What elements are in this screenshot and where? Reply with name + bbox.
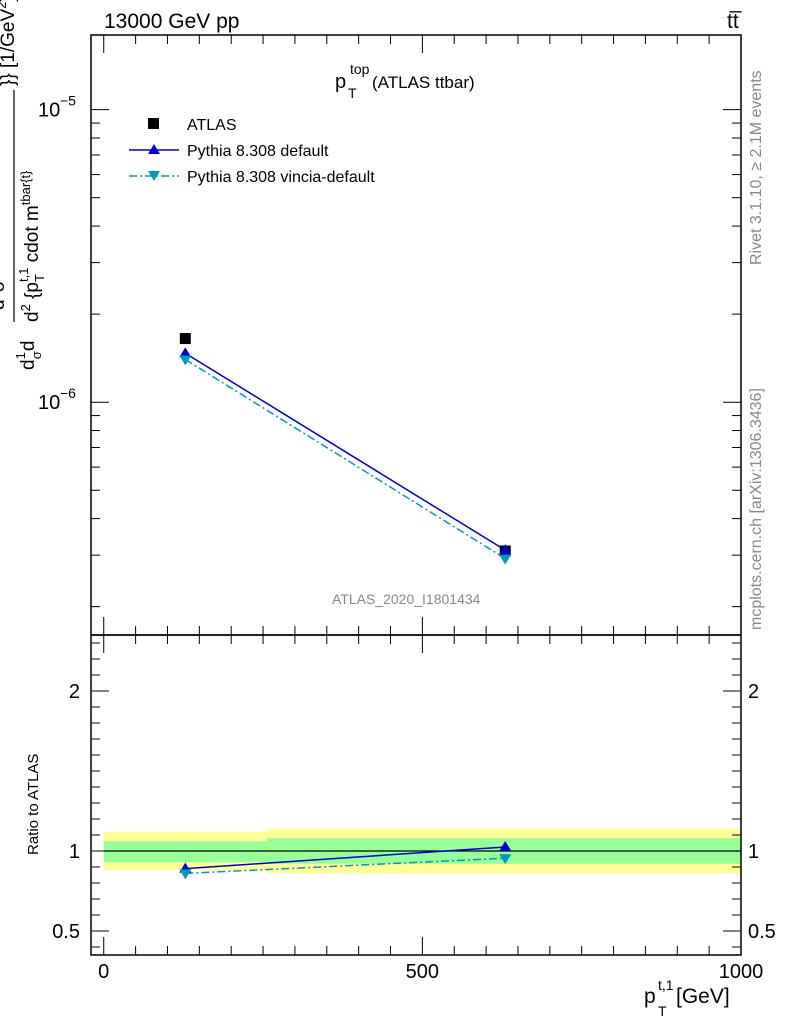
plot-title-main: p (335, 71, 346, 93)
plot-title-sub: T (348, 85, 357, 101)
svg-text:p: p (644, 985, 656, 1008)
header-left: 13000 GeV pp (104, 10, 239, 33)
ratio-line-default (185, 846, 506, 870)
svg-text:d2 {pTt,1 cdot mtbar{t}: d2 {pTt,1 cdot mtbar{t} (16, 170, 47, 322)
ratio-ticks: 0.5 0.5 1 1 2 2 0 500 1000 (52, 635, 776, 983)
plot-title-rest: (ATLAS ttbar) (372, 73, 475, 92)
legend-label-atlas: ATLAS (187, 117, 237, 134)
svg-text:}} [1/GeV2]: }} [1/GeV2] (0, 0, 19, 86)
rivet-label: Rivet 3.1.10, ≥ 2.1M events (748, 70, 765, 265)
main-ytick-label: 10 (38, 392, 60, 414)
legend: ATLAS Pythia 8.308 default Pythia 8.308 … (129, 117, 375, 186)
legend-label-vincia: Pythia 8.308 vincia-default (187, 169, 375, 186)
main-ytick-label: 10 (38, 100, 60, 122)
ratio-xtick-label: 0 (98, 961, 109, 983)
ratio-series (179, 841, 512, 880)
atlas-point (179, 333, 191, 345)
svg-text:d1σd: d1σd (13, 341, 44, 370)
main-ytick-exponent: −6 (60, 385, 76, 401)
default-point (499, 544, 512, 555)
svg-text:[GeV]: [GeV] (676, 985, 730, 1008)
vincia-point (499, 554, 512, 565)
legend-marker-default (148, 144, 160, 154)
ratio-xlabel: p t,1 T [GeV] (644, 977, 730, 1019)
ratio-ytick-label-right: 2 (748, 681, 759, 703)
main-ylabel: d1σd d2σfid d2 {pTt,1 cdot mtbar{t} }} [… (0, 0, 47, 370)
mcplots-label: mcplots.cern.ch [arXiv:1306.3436] (748, 388, 765, 630)
main-series (179, 333, 512, 565)
ratio-bands (103, 828, 741, 874)
ratio-point-default (499, 841, 512, 851)
vincia-point (179, 355, 192, 366)
main-line-default (184, 352, 506, 551)
legend-marker-atlas (148, 118, 159, 129)
analysis-watermark: ATLAS_2020_I1801434 (332, 591, 481, 607)
ratio-ytick-label: 1 (69, 841, 80, 863)
plot-title: p (335, 71, 346, 93)
main-ytick-exponent: −5 (60, 93, 76, 109)
ratio-ylabel: Ratio to ATLAS (25, 754, 42, 855)
svg-text:d2σfid: d2σfid (0, 267, 9, 310)
ratio-ytick-label: 2 (69, 681, 80, 703)
legend-label-default: Pythia 8.308 default (187, 143, 329, 160)
ratio-ytick-label-right: 0.5 (748, 921, 776, 943)
ratio-point-vincia (499, 854, 512, 865)
header-right: tt̅ (727, 10, 743, 33)
ratio-line-vincia (185, 857, 506, 875)
main-plot-panel: 10−510−6 p top T (ATLAS ttbar) ATLAS Pyt… (0, 0, 742, 636)
ratio-xtick-label: 1000 (719, 961, 764, 983)
default-point (179, 347, 192, 358)
ratio-ytick-label-right: 1 (748, 841, 759, 863)
ratio-plot-frame (90, 634, 742, 956)
ratio-plot-panel: 0.5 0.5 1 1 2 2 0 500 1000 Ratio to ATLAS p t,1 … (25, 634, 776, 1019)
ratio-point-vincia (179, 869, 192, 880)
main-ticks: 10−510−6 (38, 35, 742, 635)
legend-marker-vincia (148, 171, 160, 181)
ratio-ytick-label: 0.5 (52, 921, 80, 943)
svg-text:T: T (658, 1003, 667, 1019)
ratio-band-inner (103, 841, 267, 863)
plot-title-sup: top (350, 61, 370, 77)
ratio-xtick-label: 500 (406, 961, 439, 983)
svg-text:t,1: t,1 (658, 977, 674, 993)
main-line-vincia (184, 358, 506, 560)
